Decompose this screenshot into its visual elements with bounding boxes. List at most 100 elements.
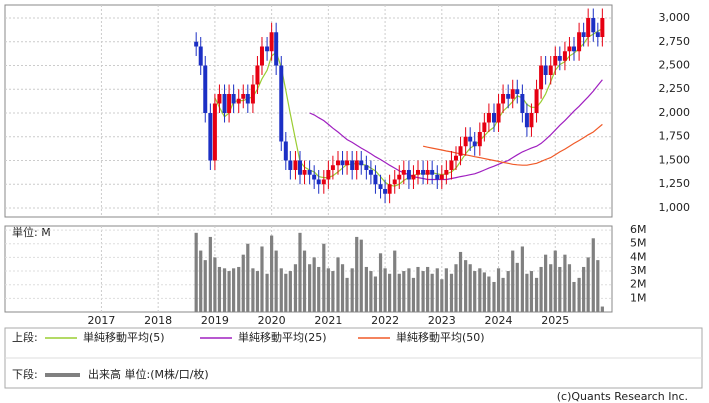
y-tick-label: 2,500 bbox=[659, 59, 691, 72]
volume-bar bbox=[317, 266, 321, 312]
candle-body bbox=[383, 188, 388, 194]
volume-bar bbox=[199, 250, 203, 312]
candle-body bbox=[364, 165, 369, 170]
candle-body bbox=[548, 65, 553, 76]
candle-body bbox=[312, 174, 317, 180]
volume-bar bbox=[515, 262, 519, 312]
volume-bar bbox=[355, 236, 359, 312]
volume-bar bbox=[544, 254, 548, 312]
volume-bar bbox=[288, 271, 292, 312]
volume-bar bbox=[426, 266, 430, 312]
volume-tick-label: 6M bbox=[630, 223, 647, 236]
candle-body bbox=[468, 136, 473, 142]
y-tick-label: 1,750 bbox=[659, 130, 691, 143]
volume-bar bbox=[274, 250, 278, 312]
volume-bar bbox=[340, 264, 345, 312]
candle-body bbox=[486, 112, 491, 123]
volume-bar bbox=[265, 273, 269, 312]
volume-bar bbox=[553, 250, 557, 312]
volume-bar bbox=[487, 276, 491, 312]
volume-bar bbox=[582, 266, 586, 312]
y-tick-label: 1,500 bbox=[659, 153, 691, 166]
x-tick-label: 2020 bbox=[258, 314, 286, 327]
x-tick-label: 2019 bbox=[201, 314, 229, 327]
candle-body bbox=[435, 174, 440, 180]
candle-body bbox=[269, 32, 274, 52]
volume-unit: 単位: M bbox=[12, 225, 51, 239]
volume-bar bbox=[194, 232, 198, 312]
volume-bar bbox=[520, 246, 524, 312]
volume-tick-label: 3M bbox=[630, 264, 647, 277]
price-panel bbox=[4, 4, 613, 218]
candle-body bbox=[307, 169, 312, 175]
candle-body bbox=[529, 112, 534, 128]
x-tick-label: 2023 bbox=[428, 314, 456, 327]
candle-body bbox=[288, 160, 293, 170]
candle-body bbox=[387, 184, 392, 194]
volume-bar bbox=[203, 260, 207, 312]
candle-body bbox=[524, 112, 529, 128]
volume-bar bbox=[558, 266, 562, 312]
candle-body bbox=[571, 46, 576, 52]
candle-body bbox=[236, 98, 241, 104]
volume-bar bbox=[482, 272, 486, 312]
candle-body bbox=[591, 18, 596, 33]
candle-body bbox=[406, 169, 411, 180]
volume-bar bbox=[496, 268, 501, 312]
volume-bar bbox=[577, 277, 581, 312]
candle-body bbox=[279, 65, 284, 142]
volume-bar bbox=[435, 268, 439, 312]
candle-body bbox=[203, 65, 208, 113]
legend-label: 単純移動平均(50) bbox=[396, 330, 485, 344]
volume-bar bbox=[331, 271, 335, 312]
volume-bar bbox=[350, 268, 354, 312]
volume-bar bbox=[336, 257, 340, 312]
candle-body bbox=[326, 169, 331, 180]
volume-tick-label: 5M bbox=[630, 237, 647, 250]
candle-body bbox=[250, 84, 255, 104]
candle-body bbox=[231, 93, 236, 104]
candle-body bbox=[482, 122, 487, 132]
volume-bar bbox=[572, 281, 576, 312]
y-tick-label: 1,000 bbox=[659, 201, 691, 214]
volume-bar bbox=[298, 232, 302, 312]
volume-bar bbox=[373, 276, 378, 312]
volume-bar bbox=[383, 268, 387, 312]
candle-body bbox=[562, 51, 567, 61]
candle-body bbox=[444, 169, 449, 175]
candle-body bbox=[259, 46, 264, 66]
candle-body bbox=[245, 93, 250, 104]
y-tick-label: 2,750 bbox=[659, 35, 691, 48]
candle-body bbox=[354, 160, 359, 170]
candle-body bbox=[212, 103, 217, 161]
volume-bar bbox=[251, 268, 255, 312]
ma-line bbox=[422, 123, 603, 166]
candle-body bbox=[208, 112, 213, 161]
volume-bar bbox=[284, 273, 288, 312]
volume-bar bbox=[388, 273, 392, 312]
volume-bar bbox=[217, 266, 222, 312]
legend-label: 単純移動平均(5) bbox=[83, 330, 165, 344]
y-tick-label: 1,250 bbox=[659, 177, 691, 190]
volume-bar bbox=[600, 306, 604, 312]
x-tick-label: 2024 bbox=[485, 314, 513, 327]
candle-body bbox=[553, 56, 558, 66]
legend-label: 単純移動平均(25) bbox=[238, 330, 327, 344]
candle-body bbox=[265, 46, 270, 52]
volume-bar bbox=[293, 264, 298, 312]
volume-bar bbox=[563, 254, 567, 312]
volume-bar bbox=[393, 250, 397, 312]
candle-body bbox=[397, 174, 402, 180]
candle-body bbox=[350, 160, 355, 170]
candle-body bbox=[539, 65, 544, 90]
x-tick-label: 2025 bbox=[541, 314, 569, 327]
candle-body bbox=[439, 174, 444, 180]
candle-body bbox=[401, 169, 406, 175]
candle-body bbox=[368, 169, 373, 175]
candle-body bbox=[515, 89, 520, 94]
volume-bar bbox=[454, 264, 458, 312]
candle-body bbox=[335, 160, 340, 166]
volume-bar bbox=[549, 264, 553, 312]
candle-body bbox=[534, 89, 539, 113]
volume-bar bbox=[501, 277, 505, 312]
